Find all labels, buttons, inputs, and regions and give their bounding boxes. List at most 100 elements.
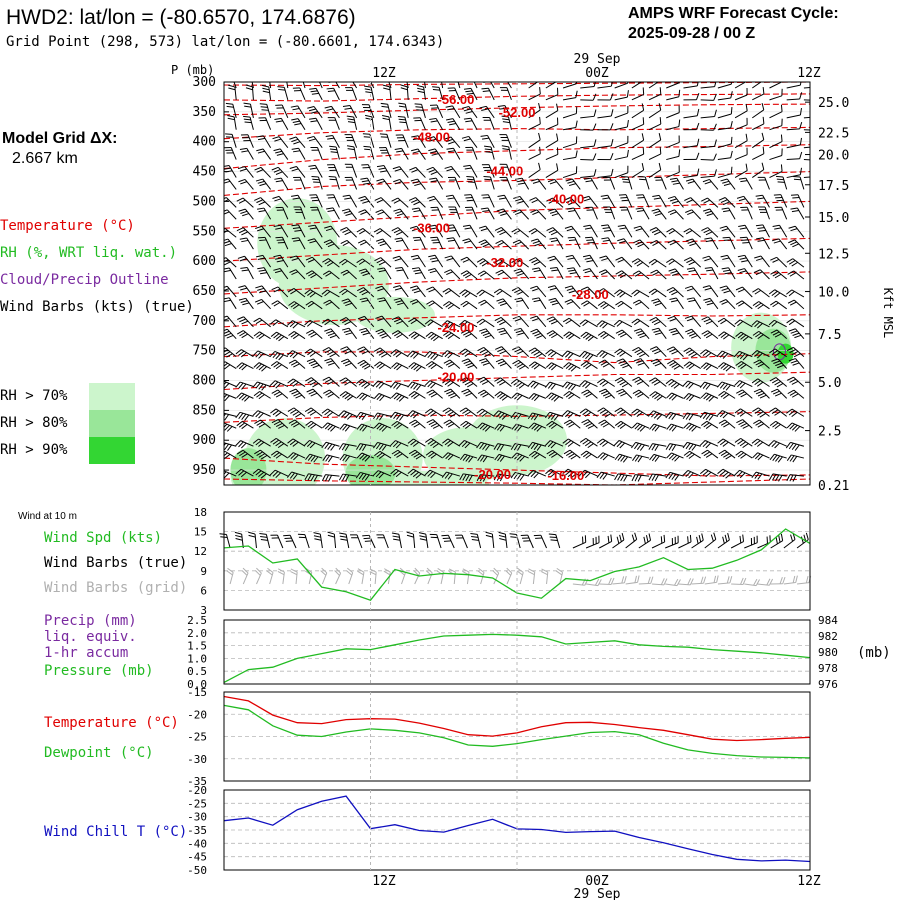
wind-barb-flag [273, 224, 281, 228]
wind-barb-flag [477, 270, 485, 275]
wind-barb-flag [496, 327, 504, 331]
wind-barb-flag [462, 422, 469, 428]
wind-barb-flag [772, 272, 780, 277]
wind-barb-flag [527, 380, 534, 387]
wind-barb-flag [730, 120, 733, 129]
surface-grid-wind-barb-flag [528, 568, 535, 573]
wind-barb-flag [550, 231, 558, 236]
wind-barb [452, 105, 461, 119]
wind-barb-flag [477, 422, 483, 429]
wind-barb-flag [548, 229, 556, 234]
precip-tick-label: 2.0 [187, 627, 207, 640]
wind-barb-flag [275, 364, 282, 370]
wind-barb-flag [445, 421, 453, 426]
wind-chill-tick-label: -45 [187, 851, 207, 864]
wind-barb [228, 297, 237, 310]
wind-barb-flag [272, 439, 280, 445]
wind-barb-flag [519, 474, 525, 481]
wind-barb-flag [408, 331, 415, 337]
wind-barb-flag [668, 289, 676, 294]
surface-grid-wind-barb [440, 572, 445, 585]
wind-barb-flag [252, 468, 259, 475]
wind-barb [259, 331, 271, 340]
wind-barb [604, 419, 615, 429]
wind-barb [418, 207, 426, 220]
wind-barb [769, 155, 783, 161]
wind-barb-flag [649, 377, 656, 382]
wind-barb [241, 362, 254, 369]
wind-barb-flag [617, 302, 624, 308]
wind-barb-flag [534, 332, 542, 337]
wind-barb-flag [583, 420, 591, 426]
wind-barb-flag [279, 73, 286, 74]
surface-wind-barb [585, 542, 600, 549]
wind-barb-flag [634, 423, 641, 430]
wind-barb [226, 285, 237, 298]
wind-barb-flag [593, 82, 596, 87]
wind-barb-flag [755, 224, 763, 227]
wind-barb-flag [551, 364, 557, 371]
wind-barb-flag [533, 299, 541, 303]
wind-barb-flag [356, 378, 363, 384]
wind-barb [434, 225, 444, 238]
wind-barb-flag [376, 178, 384, 182]
wind-barb [740, 408, 753, 417]
wind-barb-flag [444, 472, 450, 479]
wind-barb-flag [761, 102, 765, 110]
wind-barb-flag [742, 336, 749, 342]
wind-barb [258, 362, 271, 369]
wind-barb-flag [757, 239, 765, 242]
wind-barb-flag [496, 260, 503, 266]
wind-barb [746, 237, 753, 250]
wind-barb-flag [518, 383, 525, 389]
wind-barb-flag [499, 412, 505, 419]
wind-barb [397, 330, 409, 340]
wind-speed-tick-label: 6 [200, 584, 207, 597]
wind-barb [282, 207, 289, 220]
wind-barb [752, 139, 765, 149]
wind-barb [377, 380, 392, 387]
wind-barb-flag [464, 381, 472, 386]
wind-barb [518, 239, 530, 250]
temperature-contour [224, 314, 810, 328]
wind-barb-flag [459, 319, 465, 326]
wind-barb-flag [547, 178, 555, 183]
wind-barb-flag [244, 396, 250, 402]
surface-wind-barb [678, 541, 692, 549]
wind-chill-tick-label: -20 [187, 784, 207, 797]
wind-barb [638, 376, 650, 387]
wind-barb [348, 208, 358, 220]
wind-barb-flag [585, 334, 592, 340]
surface-wind-barb-flag [687, 536, 689, 544]
wind-barb-flag [788, 239, 795, 244]
wind-barb-flag [360, 241, 367, 246]
wind-barb [666, 112, 680, 119]
wind-barb-flag [615, 270, 623, 275]
wind-barb-flag [382, 114, 390, 118]
wind-barb-flag [287, 320, 293, 326]
wind-barb [757, 378, 770, 387]
wind-barb-flag [544, 440, 551, 446]
wind-barb [329, 239, 340, 250]
wind-barb-flag [702, 382, 708, 389]
wind-barb-flag [374, 197, 382, 201]
wind-barb-flag [563, 391, 570, 396]
wind-barb-flag [705, 471, 712, 478]
wind-barb-flag [447, 334, 455, 340]
wind-barb [550, 349, 564, 358]
wind-barb [469, 224, 478, 238]
wind-barb-flag [396, 364, 403, 371]
temperature-contour-label: -40.00 [547, 192, 584, 207]
wind-barb-flag [754, 351, 761, 358]
wind-barb-flag [597, 407, 604, 412]
wind-barb [500, 377, 512, 387]
wind-barb-flag [324, 423, 331, 430]
wind-barb-flag [323, 389, 330, 394]
wind-barb-flag [396, 269, 404, 272]
wind-barb-flag [465, 455, 471, 462]
wind-barb-flag [447, 150, 455, 153]
wind-barb-flag [429, 177, 437, 180]
temperature-contour [224, 478, 810, 485]
wind-barb [465, 377, 478, 387]
wind-barb-flag [480, 455, 485, 462]
